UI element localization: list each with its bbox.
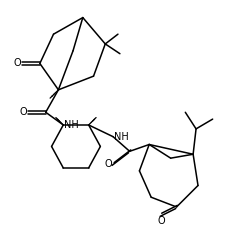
Text: O: O	[19, 107, 27, 117]
Text: O: O	[104, 159, 112, 169]
Text: O: O	[14, 59, 21, 69]
Text: NH: NH	[114, 132, 128, 142]
Text: NH: NH	[64, 120, 79, 130]
Text: O: O	[156, 216, 164, 226]
